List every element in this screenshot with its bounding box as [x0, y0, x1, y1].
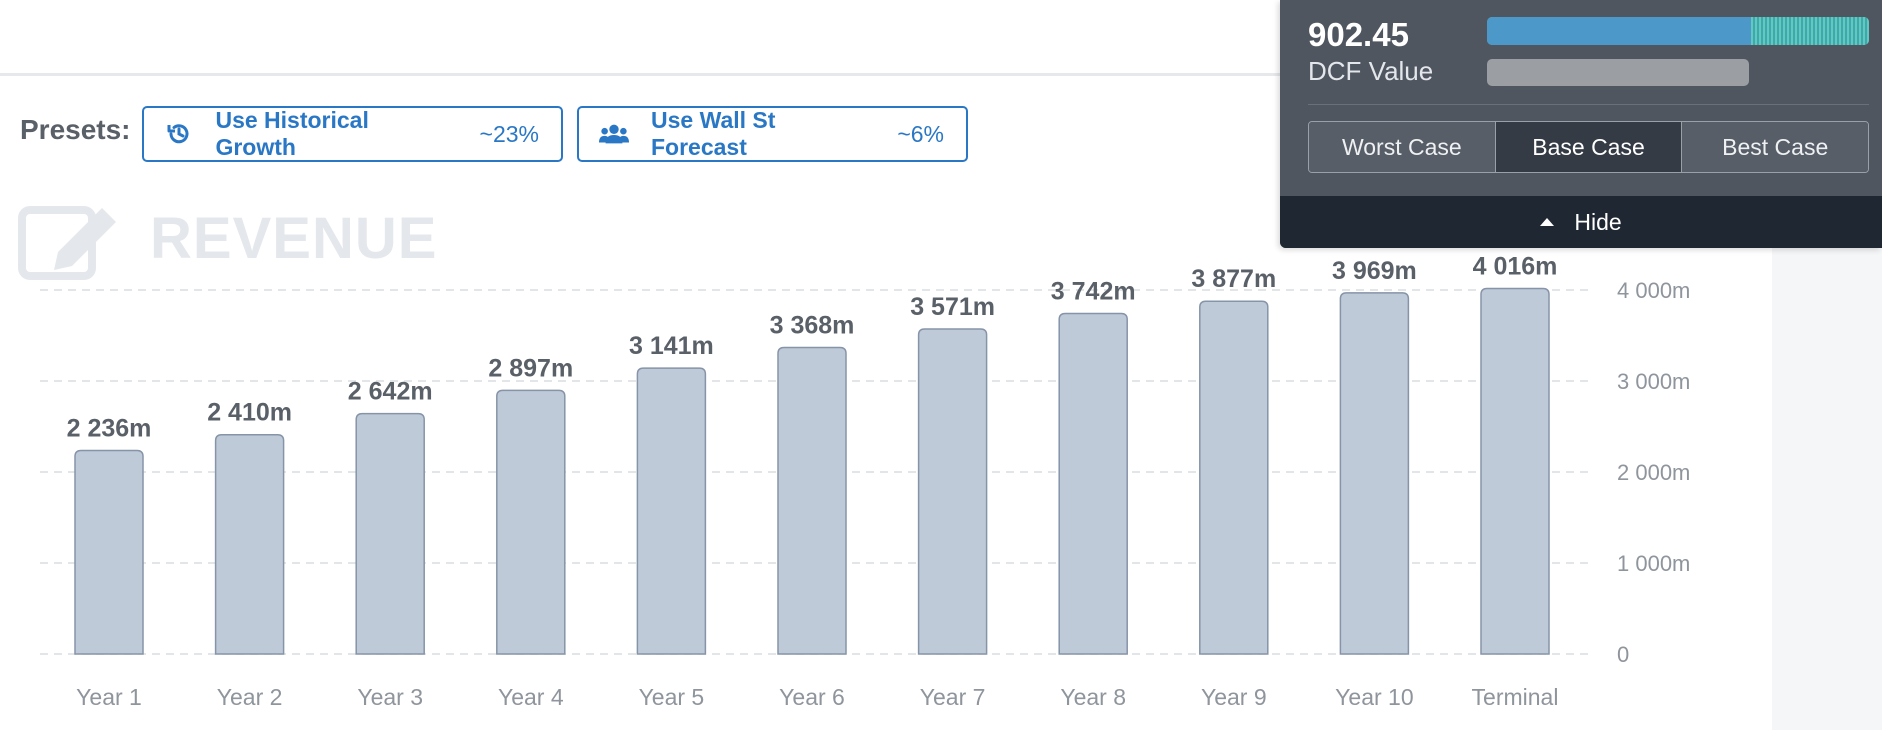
x-tick-label: Year 8	[1060, 684, 1126, 710]
x-tick-label: Year 6	[779, 684, 845, 710]
current-price-bar	[1487, 59, 1749, 86]
historical-growth-label: Use Historical Growth	[215, 107, 369, 160]
wall-st-forecast-label: Use Wall St Forecast	[651, 107, 776, 160]
data-label: 2 642m	[348, 378, 433, 406]
y-tick-label: 0	[1617, 642, 1629, 667]
dcf-value-bar-fill	[1487, 17, 1751, 45]
x-tick-label: Year 3	[357, 684, 423, 710]
wall-st-forecast-percent: ~6%	[897, 120, 944, 147]
x-tick-label: Year 4	[498, 684, 564, 710]
bar	[777, 346, 847, 655]
best-case-button[interactable]: Best Case	[1681, 122, 1868, 172]
data-label: 2 897m	[488, 354, 573, 382]
x-tick-label: Year 7	[920, 684, 986, 710]
dcf-value: 902.45	[1308, 16, 1409, 53]
case-selector: Worst Case Base Case Best Case	[1308, 121, 1869, 173]
bar	[636, 367, 707, 655]
bar	[214, 433, 285, 655]
presets-label: Presets:	[20, 114, 131, 145]
dcf-value-bar	[1487, 17, 1869, 45]
edit-icon	[18, 196, 118, 287]
data-label: 2 236m	[67, 415, 152, 443]
data-label: 4 016m	[1473, 253, 1558, 281]
data-label: 3 141m	[629, 332, 714, 360]
y-tick-label: 1 000m	[1617, 551, 1690, 576]
x-tick-label: Year 1	[76, 684, 142, 710]
use-historical-growth-button[interactable]: Use Historical Growth ~23%	[142, 106, 563, 162]
x-tick-label: Terminal	[1472, 684, 1559, 710]
dcf-value-bar-hatch	[1750, 17, 1869, 45]
dcf-summary-panel: 902.45 DCF Value Worst Case Base Case Be…	[1280, 0, 1882, 248]
hide-label: Hide	[1574, 208, 1622, 235]
hide-panel-button[interactable]: Hide	[1280, 196, 1882, 248]
y-tick-label: 3 000m	[1617, 369, 1690, 394]
data-label: 3 742m	[1051, 277, 1136, 305]
header-divider	[0, 73, 1772, 76]
data-label: 2 410m	[207, 399, 292, 427]
historical-growth-percent: ~23%	[479, 120, 539, 147]
y-tick-label: 4 000m	[1617, 278, 1690, 303]
bar	[917, 328, 988, 655]
users-icon	[599, 122, 629, 146]
data-label: 3 877m	[1191, 265, 1276, 293]
section-title: REVENUE	[150, 206, 438, 271]
x-tick-label: Year 10	[1335, 684, 1413, 710]
history-icon	[164, 121, 193, 147]
x-tick-label: Year 5	[639, 684, 705, 710]
data-label: 3 969m	[1332, 257, 1417, 285]
bar	[355, 412, 425, 655]
bar	[496, 389, 566, 655]
bar	[1058, 312, 1128, 655]
bar	[1199, 300, 1269, 655]
x-tick-label: Year 2	[217, 684, 283, 710]
use-wall-st-forecast-button[interactable]: Use Wall St Forecast ~6%	[577, 106, 968, 162]
bar	[1339, 292, 1410, 655]
data-label: 3 571m	[910, 293, 995, 321]
x-tick-label: Year 9	[1201, 684, 1267, 710]
base-case-button[interactable]: Base Case	[1494, 122, 1682, 172]
bar	[74, 449, 144, 655]
data-label: 3 368m	[770, 312, 855, 340]
worst-case-button[interactable]: Worst Case	[1309, 122, 1495, 172]
dcf-value-label: DCF Value	[1308, 56, 1434, 86]
bar	[1480, 287, 1550, 655]
y-tick-label: 2 000m	[1617, 460, 1690, 485]
panel-divider	[1308, 104, 1869, 105]
caret-up-icon	[1540, 218, 1555, 226]
revenue-bar-chart: 0 1 000m 2 000m 3 000m 4 000m 2 236m Year 1 2 4…	[40, 253, 1690, 710]
